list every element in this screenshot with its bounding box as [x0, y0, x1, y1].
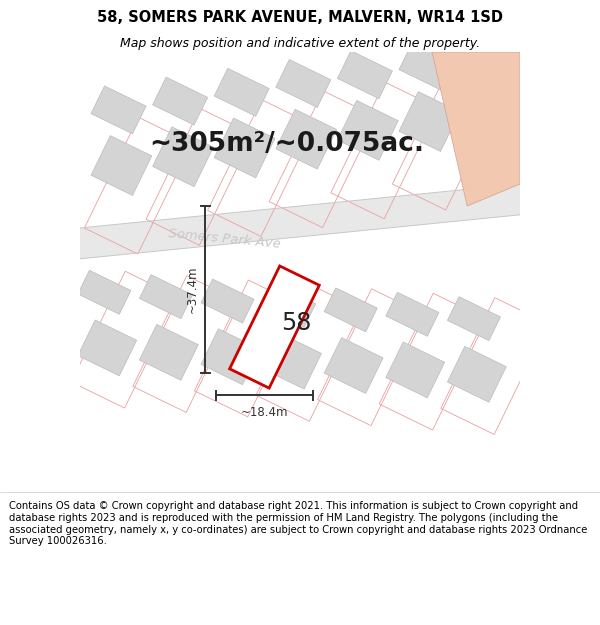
Bar	[91, 136, 152, 196]
Text: ~18.4m: ~18.4m	[241, 406, 289, 419]
Bar	[386, 292, 439, 336]
Bar	[230, 266, 319, 388]
Bar	[201, 329, 260, 384]
Bar	[78, 320, 137, 376]
Bar	[152, 77, 208, 125]
Bar	[71, 271, 179, 408]
Bar	[152, 127, 214, 187]
Bar	[386, 342, 445, 398]
Bar	[78, 270, 131, 314]
Bar	[379, 293, 487, 430]
Bar	[214, 68, 269, 116]
Bar	[276, 59, 331, 108]
Bar	[133, 276, 240, 412]
Bar	[263, 333, 322, 389]
Bar	[269, 91, 377, 228]
Bar	[324, 338, 383, 394]
Bar	[85, 118, 192, 254]
Bar	[317, 289, 425, 426]
Text: ~37.4m: ~37.4m	[186, 266, 199, 313]
Bar	[214, 118, 275, 178]
Bar	[194, 280, 302, 417]
Polygon shape	[432, 52, 520, 206]
Bar	[448, 297, 500, 341]
Bar	[139, 274, 193, 319]
Text: 58: 58	[281, 311, 311, 334]
Bar	[146, 109, 253, 245]
Bar	[276, 109, 337, 169]
Text: Map shows position and indicative extent of the property.: Map shows position and indicative extent…	[120, 38, 480, 51]
Bar	[208, 99, 315, 236]
Bar	[399, 42, 454, 90]
Bar	[399, 92, 460, 151]
Bar	[392, 73, 500, 210]
Bar	[263, 284, 316, 328]
Text: Somers Park Ave: Somers Park Ave	[168, 227, 281, 251]
Bar	[256, 284, 364, 421]
Bar	[201, 279, 254, 323]
Bar	[448, 346, 506, 403]
Bar	[337, 51, 392, 99]
Text: ~305m²/~0.075ac.: ~305m²/~0.075ac.	[149, 131, 424, 158]
Text: 58, SOMERS PARK AVENUE, MALVERN, WR14 1SD: 58, SOMERS PARK AVENUE, MALVERN, WR14 1S…	[97, 11, 503, 26]
Bar	[441, 298, 548, 434]
Bar	[91, 86, 146, 134]
Polygon shape	[80, 184, 520, 259]
Bar	[139, 324, 198, 380]
Text: Contains OS data © Crown copyright and database right 2021. This information is : Contains OS data © Crown copyright and d…	[9, 501, 587, 546]
Bar	[324, 288, 377, 332]
Bar	[331, 82, 438, 219]
Bar	[337, 101, 398, 160]
